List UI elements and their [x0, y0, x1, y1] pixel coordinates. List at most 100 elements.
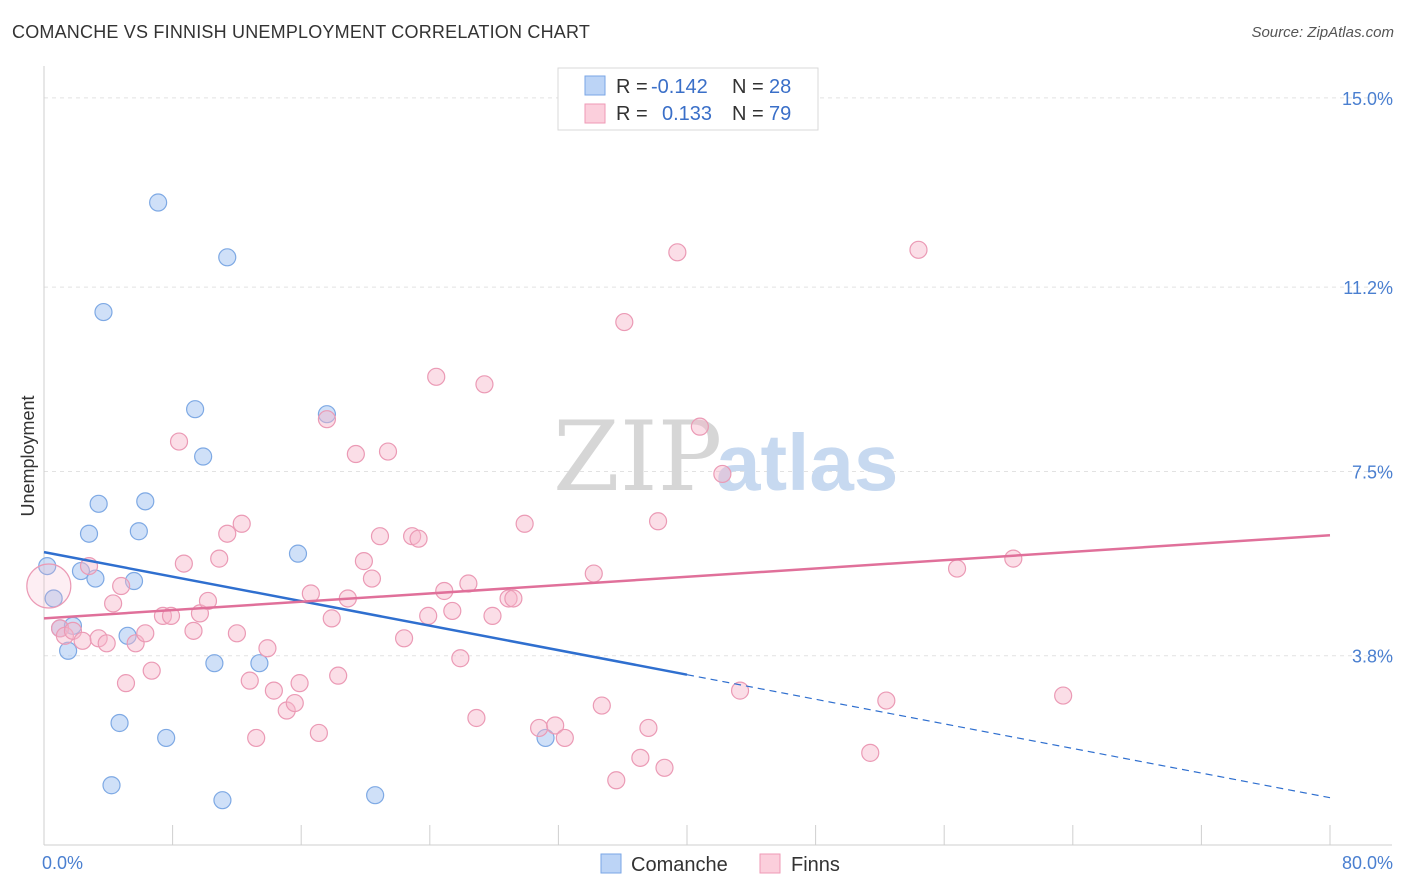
- y-tick-label-1: 7.5%: [1352, 462, 1393, 482]
- finns-point-75: [909, 240, 928, 259]
- finns-point-20: [198, 591, 218, 611]
- comanche-point-18: [186, 400, 205, 419]
- finns-point-68: [655, 758, 674, 777]
- finns-point-43: [394, 629, 414, 648]
- finns-point-21: [210, 549, 229, 568]
- y-tick-label-3: 15.0%: [1342, 89, 1393, 109]
- finns-point-31: [290, 674, 309, 693]
- finns-point-52: [467, 708, 486, 728]
- finns-point-62: [592, 696, 611, 715]
- finns-point-28: [264, 681, 283, 700]
- finns-point-7: [97, 634, 116, 653]
- comanche-point-3: [59, 641, 78, 660]
- comanche-point-8: [89, 494, 108, 513]
- finns-point-54: [483, 606, 502, 625]
- legend-r-value-comanche: -0.142: [651, 76, 708, 98]
- comanche-point-25: [317, 405, 337, 424]
- finns-point-8: [104, 594, 123, 613]
- finns-point-69: [668, 243, 687, 262]
- gridlines: 3.8% 7.5% 11.2% 15.0%: [44, 89, 1393, 667]
- finns-point-9: [112, 576, 131, 596]
- finns-point-58: [530, 718, 549, 738]
- finns-point-10: [116, 674, 136, 693]
- comanche-point-14: [129, 522, 148, 541]
- finns-point-24: [232, 514, 251, 533]
- finns-point-22: [218, 524, 237, 543]
- finns-point-25: [240, 671, 259, 690]
- finns-point-27: [258, 639, 277, 658]
- finns-point-45: [409, 529, 428, 548]
- comanche-point-19: [194, 447, 213, 466]
- finns-point-47: [427, 367, 446, 386]
- finns-point-66: [639, 718, 658, 738]
- watermark-zip: ZIP: [553, 401, 722, 513]
- comanche-point-22: [218, 248, 237, 267]
- finns-point-35: [322, 609, 341, 628]
- comanche-point-10: [102, 776, 121, 795]
- legend-r-label-finns: R =: [616, 103, 648, 125]
- comanche-point-27: [536, 728, 555, 748]
- finns-point-38: [346, 444, 365, 464]
- finns-point-41: [370, 527, 390, 546]
- legend-bottom-label-comanche: Comanche: [631, 854, 728, 876]
- trend-lines: [43, 533, 1331, 799]
- legend-stats: R = -0.142 N = 28 R = 0.133 N = 79: [557, 67, 819, 131]
- legend-swatch-comanche: [584, 75, 606, 96]
- legend-series: Comanche Finns: [600, 853, 840, 876]
- finns-point-64: [615, 312, 634, 332]
- comanche-point-21: [213, 791, 232, 810]
- axes: [43, 66, 1392, 846]
- finns-point-53: [475, 375, 494, 394]
- finns-point-4: [73, 631, 92, 650]
- finns-point-49: [443, 601, 462, 621]
- finns-point-76: [947, 559, 967, 578]
- finns-point-34: [317, 410, 337, 429]
- finns-point-42: [378, 442, 398, 461]
- comanche-point-23: [250, 654, 269, 673]
- finns-point-77: [1004, 549, 1023, 568]
- comanche-point-26: [366, 786, 385, 805]
- finns-point-59: [546, 716, 565, 735]
- finns-point-17: [174, 554, 193, 573]
- finns-point-57: [515, 514, 534, 533]
- comanche-trend-line: [43, 550, 688, 676]
- legend-n-value-comanche: 28: [769, 76, 791, 98]
- legend-r-label-comanche: R =: [616, 76, 648, 98]
- finns-point-65: [631, 748, 650, 767]
- data-points: [26, 193, 1073, 810]
- finns-point-39: [354, 552, 373, 571]
- finns-point-16: [169, 432, 189, 451]
- comanche-point-20: [205, 654, 224, 673]
- finns-point-33: [309, 723, 328, 743]
- comanche-point-9: [94, 302, 113, 322]
- comanche-point-11: [110, 713, 129, 733]
- finns-point-46: [419, 606, 438, 625]
- legend-r-value-finns: 0.133: [662, 103, 712, 125]
- finns-point-0: [26, 563, 72, 609]
- comanche-point-16: [149, 193, 168, 212]
- comanche-point-24: [288, 544, 308, 563]
- finns-point-70: [690, 417, 709, 436]
- finns-point-3: [63, 621, 83, 640]
- finns-point-32: [301, 584, 320, 603]
- x-tick-min: 0.0%: [42, 853, 83, 873]
- finns-point-73: [861, 743, 880, 762]
- comanche-point-6: [79, 524, 99, 543]
- legend-bottom-swatch-finns: [759, 853, 781, 874]
- finns-point-60: [555, 728, 574, 748]
- chart-source: Source: ZipAtlas.com: [1251, 24, 1394, 41]
- finns-point-26: [247, 728, 266, 748]
- finns-point-55: [499, 589, 518, 608]
- finns-point-23: [227, 624, 246, 643]
- finns-point-74: [877, 691, 896, 710]
- legend-bottom-swatch-comanche: [600, 853, 622, 874]
- finns-point-71: [713, 464, 732, 484]
- finns-point-12: [136, 624, 155, 643]
- legend-n-label-finns: N =: [732, 103, 764, 125]
- comanche-point-15: [136, 492, 155, 511]
- finns-point-13: [142, 661, 161, 680]
- finns-point-11: [126, 634, 145, 653]
- finns-point-61: [584, 564, 603, 583]
- finns-point-50: [451, 649, 470, 668]
